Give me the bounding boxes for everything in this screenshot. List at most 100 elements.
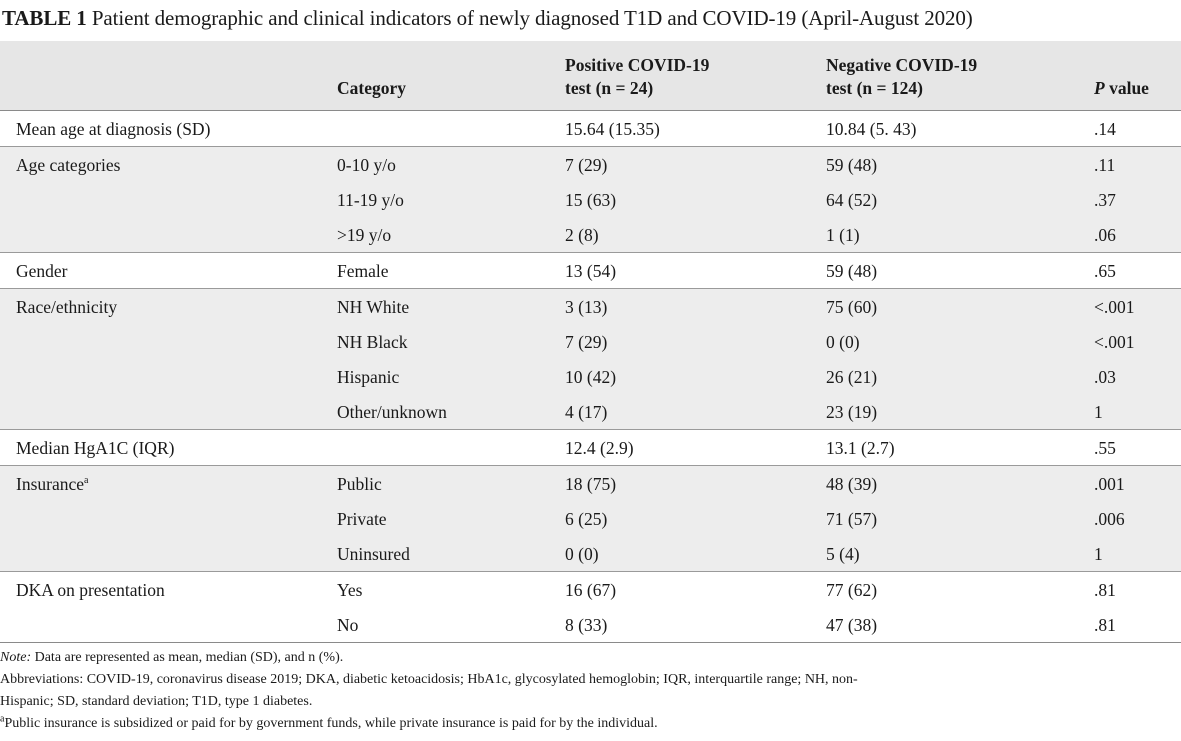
footnote-line: aPublic insurance is subsidized or paid … <box>0 713 1181 735</box>
footnote-marker: a <box>84 474 89 486</box>
row-positive: 10 (42) <box>565 359 826 394</box>
row-category: 11-19 y/o <box>337 182 565 217</box>
row-positive: 13 (54) <box>565 252 826 289</box>
row-category: >19 y/o <box>337 217 565 253</box>
header-negative: Negative COVID-19 test (n = 124) <box>826 41 1094 111</box>
table-row: Insurancea Public 18 (75) 48 (39) .001 <box>0 465 1181 501</box>
row-p-value: <.001 <box>1094 324 1181 359</box>
header-positive-line1: Positive COVID-19 <box>565 55 710 75</box>
row-category: NH White <box>337 288 565 324</box>
note-text: Data are represented as mean, median (SD… <box>31 650 344 665</box>
table-label: TABLE 1 <box>2 6 87 30</box>
row-negative: 59 (48) <box>826 146 1094 182</box>
row-category: 0-10 y/o <box>337 146 565 182</box>
table-row: Age categories 0-10 y/o 7 (29) 59 (48) .11 <box>0 146 1181 182</box>
row-positive: 18 (75) <box>565 465 826 501</box>
row-label-text: Median HgA1C (IQR) <box>16 437 175 458</box>
row-category: Yes <box>337 571 565 607</box>
row-category: No <box>337 607 565 643</box>
row-negative: 23 (19) <box>826 394 1094 430</box>
row-negative: 77 (62) <box>826 571 1094 607</box>
row-p-value: .81 <box>1094 607 1181 643</box>
header-p-italic: P <box>1094 78 1105 98</box>
row-positive: 8 (33) <box>565 607 826 643</box>
row-positive: 15 (63) <box>565 182 826 217</box>
table-row: Hispanic 10 (42) 26 (21) .03 <box>0 359 1181 394</box>
row-negative: 10.84 (5. 43) <box>826 118 917 139</box>
note-label: Note: <box>0 650 32 665</box>
row-negative: 1 (1) <box>826 217 1094 253</box>
table-row: Other/unknown 4 (17) 23 (19) 1 <box>0 394 1181 430</box>
row-p-value: .65 <box>1094 252 1181 289</box>
table-row: >19 y/o 2 (8) 1 (1) .06 <box>0 217 1181 253</box>
row-label: Mean age at diagnosis (SD) <box>0 111 337 147</box>
row-p-value: .37 <box>1094 182 1181 217</box>
table-row: Gender Female 13 (54) 59 (48) .65 <box>0 252 1181 289</box>
table-row: 11-19 y/o 15 (63) 64 (52) .37 <box>0 182 1181 217</box>
row-negative: 0 (0) <box>826 324 1094 359</box>
row-category: Public <box>337 465 565 501</box>
row-p-value: .14 <box>1094 118 1116 139</box>
row-positive: 0 (0) <box>565 536 826 572</box>
footnote-mark: a <box>0 713 5 725</box>
header-positive-line2: test (n = 24) <box>565 78 654 98</box>
table-row: Private 6 (25) 71 (57) .006 <box>0 501 1181 536</box>
row-positive: 4 (17) <box>565 394 826 430</box>
row-label <box>0 182 337 217</box>
table-body: Mean age at diagnosis (SD) 15.64 (15.35) 1… <box>0 111 1181 643</box>
row-p-value: .11 <box>1094 146 1181 182</box>
row-label: DKA on presentation <box>0 571 337 607</box>
data-table: Category Positive COVID-19 test (n = 24)… <box>0 41 1181 643</box>
row-p-value: .001 <box>1094 465 1181 501</box>
row-category: Private <box>337 501 565 536</box>
header-category: Category <box>337 41 565 111</box>
row-p-value: <.001 <box>1094 288 1181 324</box>
table-row: Race/ethnicity NH White 3 (13) 75 (60) <.001 <box>0 288 1181 324</box>
abbreviations-line2: Hispanic; SD, standard deviation; T1D, t… <box>0 694 313 709</box>
row-label: Median HgA1C (IQR) <box>0 429 337 466</box>
row-label <box>0 217 337 253</box>
row-negative: 13.1 (2.7) <box>826 429 1094 466</box>
row-category <box>337 111 565 147</box>
row-label-text: Gender <box>16 260 68 281</box>
table-row: No 8 (33) 47 (38) .81 <box>0 607 1181 643</box>
row-label <box>0 501 337 536</box>
table-title: TABLE 1 Patient demographic and clinical… <box>2 6 973 31</box>
row-positive: 7 (29) <box>565 146 826 182</box>
row-p-value: .03 <box>1094 359 1181 394</box>
header-p-value: P value <box>1094 41 1181 111</box>
table-row: DKA on presentation Yes 16 (67) 77 (62) .81 <box>0 571 1181 607</box>
row-negative: 5 (4) <box>826 536 1094 572</box>
header-p-rest: value <box>1104 78 1149 98</box>
row-p-value: 1 <box>1094 536 1181 572</box>
row-label-text: Mean age at diagnosis (SD) <box>16 118 211 139</box>
row-category: Female <box>337 252 565 289</box>
row-negative: 26 (21) <box>826 359 1094 394</box>
row-positive: 2 (8) <box>565 217 826 253</box>
row-label: Insurancea <box>0 465 337 501</box>
row-label <box>0 324 337 359</box>
header-negative-line2: test (n = 124) <box>826 78 923 98</box>
table-notes: Note: Data are represented as mean, medi… <box>0 647 1181 735</box>
row-category: Hispanic <box>337 359 565 394</box>
row-label-text: Race/ethnicity <box>16 296 118 317</box>
row-positive: 3 (13) <box>565 288 826 324</box>
row-label <box>0 359 337 394</box>
footnote-text: Public insurance is subsidized or paid f… <box>4 716 658 731</box>
row-label: Race/ethnicity <box>0 288 337 324</box>
row-label-text: Age categories <box>16 154 121 175</box>
row-negative: 75 (60) <box>826 288 1094 324</box>
table-row: Median HgA1C (IQR) 12.4 (2.9) 13.1 (2.7) .5… <box>0 429 1181 466</box>
row-positive: 6 (25) <box>565 501 826 536</box>
row-label-text: Insurance <box>16 473 85 494</box>
header-negative-line1: Negative COVID-19 <box>826 55 978 75</box>
row-p-value: .006 <box>1094 501 1181 536</box>
header-positive: Positive COVID-19 test (n = 24) <box>565 41 826 111</box>
row-positive: 15.64 (15.35) <box>565 118 660 139</box>
row-p-value: .55 <box>1094 429 1181 466</box>
row-label: Gender <box>0 252 337 289</box>
row-positive: 16 (67) <box>565 571 826 607</box>
header-label <box>0 41 337 111</box>
row-category <box>337 429 565 466</box>
